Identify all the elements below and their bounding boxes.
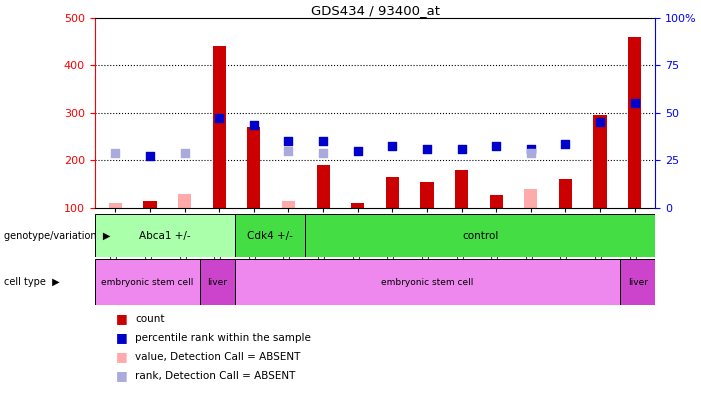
Point [560, 141, 571, 147]
Bar [620, 259, 655, 305]
Text: ■: ■ [116, 350, 128, 363]
Bar [455, 170, 468, 208]
Bar [200, 259, 235, 305]
Bar [212, 46, 226, 208]
Bar [109, 203, 122, 208]
Point [525, 150, 536, 156]
Point [283, 138, 294, 145]
Bar [235, 214, 305, 257]
Point [248, 122, 259, 128]
Text: rank, Detection Call = ABSENT: rank, Detection Call = ABSENT [135, 371, 296, 381]
Text: ■: ■ [116, 369, 128, 382]
Text: ■: ■ [116, 312, 128, 325]
Bar [282, 201, 295, 208]
Bar [144, 201, 156, 208]
Point [387, 143, 398, 149]
Bar [489, 194, 503, 208]
Bar [559, 179, 572, 208]
Text: embryonic stem cell: embryonic stem cell [381, 278, 474, 287]
Point [491, 143, 502, 149]
Point [456, 145, 467, 152]
Text: cell type  ▶: cell type ▶ [4, 277, 59, 287]
Text: embryonic stem cell: embryonic stem cell [101, 278, 193, 287]
Point [421, 145, 433, 152]
Bar [317, 165, 329, 208]
Bar [594, 115, 606, 208]
Point [594, 119, 606, 126]
Bar [351, 203, 365, 208]
Text: Cdk4 +/-: Cdk4 +/- [247, 230, 293, 241]
Text: percentile rank within the sample: percentile rank within the sample [135, 333, 311, 343]
Bar [247, 127, 261, 208]
Bar [421, 182, 433, 208]
Point [214, 114, 225, 121]
Text: control: control [462, 230, 498, 241]
Text: genotype/variation  ▶: genotype/variation ▶ [4, 230, 110, 241]
Bar [628, 37, 641, 208]
Point [352, 148, 363, 154]
Bar [524, 189, 538, 208]
Bar [95, 259, 200, 305]
Point [629, 100, 640, 107]
Bar [235, 259, 620, 305]
Text: count: count [135, 314, 165, 324]
Point [110, 150, 121, 156]
Text: value, Detection Call = ABSENT: value, Detection Call = ABSENT [135, 352, 301, 362]
Bar [95, 214, 235, 257]
Point [525, 145, 536, 152]
Bar [178, 194, 191, 208]
Text: Abca1 +/-: Abca1 +/- [139, 230, 191, 241]
Bar [386, 177, 399, 208]
Point [144, 152, 156, 159]
Text: liver: liver [628, 278, 648, 287]
Text: ■: ■ [116, 331, 128, 344]
Bar [305, 214, 655, 257]
Point [179, 150, 190, 156]
Text: liver: liver [207, 278, 227, 287]
Point [318, 138, 329, 145]
Title: GDS434 / 93400_at: GDS434 / 93400_at [311, 4, 440, 17]
Point [318, 150, 329, 156]
Point [283, 148, 294, 154]
